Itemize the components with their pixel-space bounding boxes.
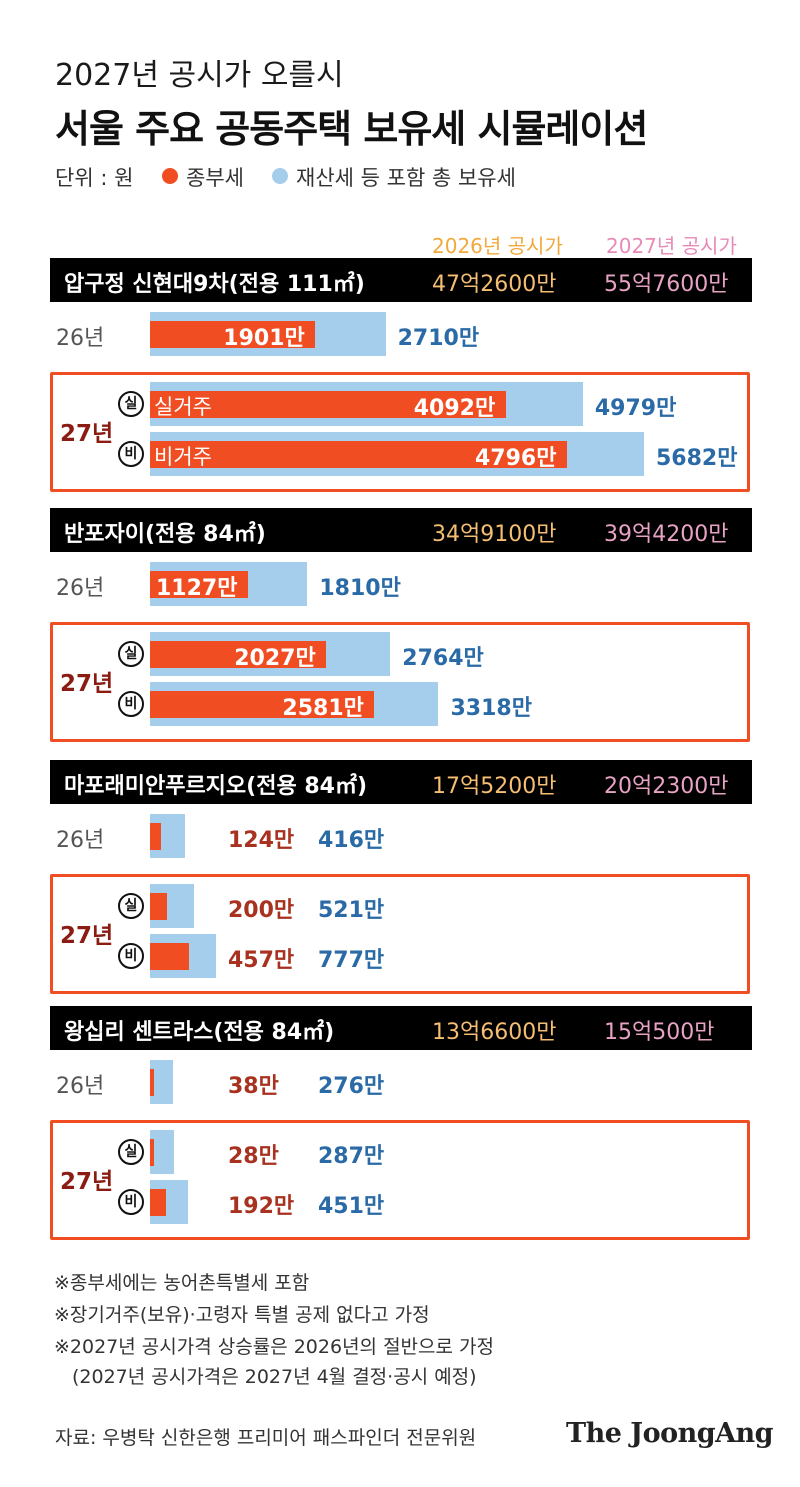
property-name: 반포자이(전용 84㎡)	[64, 522, 266, 547]
bar-comp	[150, 570, 248, 598]
row-type-badge: 비	[118, 441, 144, 467]
bar-total	[150, 1060, 174, 1104]
bar-total-label: 2764만	[402, 646, 484, 671]
bar-comp	[150, 440, 567, 468]
bar-comp	[150, 1188, 167, 1216]
footnote: ※장기거주(보유)·고령자 특별 공제 없다고 가정	[54, 1304, 430, 1326]
footnote: ※종부세에는 농어촌특별세 포함	[54, 1272, 310, 1294]
bar-total-label: 416만	[318, 828, 385, 853]
property-name: 왕십리 센트라스(전용 84㎡)	[64, 1020, 335, 1045]
bar-comp-label: 457만	[228, 948, 295, 973]
property-header-bar	[50, 1006, 752, 1050]
bar-total-label: 5682만	[656, 446, 738, 471]
price-2027: 15억500만	[604, 1020, 715, 1045]
source-credit: 자료: 우병탁 신한은행 프리미어 패스파인더 전문위원	[55, 1427, 477, 1449]
legend-label-total: 재산세 등 포함 총 보유세	[296, 166, 516, 190]
row-type-badge: 비	[118, 1189, 144, 1215]
property-name: 마포래미안푸르지오(전용 84㎡)	[64, 774, 368, 799]
bar-total-label: 1810만	[319, 576, 401, 601]
column-header-2026: 2026년 공시가	[432, 234, 563, 258]
bar-comp	[150, 892, 167, 920]
bar-total-label: 3318만	[450, 696, 532, 721]
bar-comp	[150, 942, 189, 970]
price-2027: 20억2300만	[604, 774, 729, 799]
row-type-badge: 실	[118, 893, 144, 919]
property-header-bar	[50, 508, 752, 552]
bar-comp-label: 2027만	[234, 646, 316, 671]
footnote: ※2027년 공시가격 상승률은 2026년의 절반으로 가정	[54, 1336, 494, 1358]
legend-label-comp: 종부세	[186, 166, 244, 190]
row-type-badge: 실	[118, 1139, 144, 1165]
bar-comp	[150, 320, 316, 348]
bar-comp	[150, 1068, 154, 1096]
bar-total-label: 451만	[318, 1194, 385, 1219]
bar-total	[150, 1130, 175, 1174]
bar-total-label: 777만	[318, 948, 385, 973]
year-2027-box	[50, 874, 750, 994]
bar-total-label: 287만	[318, 1144, 385, 1169]
bar-comp-label: 1127만	[155, 576, 238, 601]
bar-comp-label: 1901만	[223, 326, 305, 351]
property-name: 압구정 신현대9차(전용 111㎡)	[64, 272, 365, 297]
bar-comp-label: 38만	[228, 1074, 279, 1099]
row-year-label: 27년	[60, 1169, 114, 1195]
chart-title: 서울 주요 공동주택 보유세 시뮬레이션	[55, 107, 648, 151]
bar-comp-label: 2581만	[282, 696, 364, 721]
year-2027-box	[50, 372, 750, 492]
row-year-label: 27년	[60, 421, 114, 447]
footnote: (2027년 공시가격은 2027년 4월 결정·공시 예정)	[72, 1366, 477, 1388]
bar-comp	[150, 690, 375, 718]
row-type-badge: 실	[118, 641, 144, 667]
legend-swatch-total	[272, 168, 288, 184]
row-tag-label: 비거주	[154, 445, 212, 469]
bar-comp	[150, 390, 506, 418]
chart-subtitle: 2027년 공시가 오를시	[55, 58, 344, 93]
bar-total-label: 2710만	[397, 326, 480, 351]
row-year-label: 27년	[60, 671, 114, 697]
row-year-label: 27년	[60, 923, 114, 949]
bar-comp-label: 4092만	[413, 396, 496, 421]
bar-comp-label: 192만	[228, 1194, 295, 1219]
price-2026: 17억5200만	[432, 774, 557, 799]
row-year-label: 26년	[56, 576, 105, 601]
row-year-label: 26년	[56, 1074, 105, 1099]
bar-comp-label: 28만	[228, 1144, 279, 1169]
column-header-2027: 2027년 공시가	[606, 234, 737, 258]
price-2027: 39억4200만	[604, 522, 729, 547]
bar-comp-label: 4796만	[474, 446, 557, 471]
bar-comp	[150, 822, 161, 850]
property-header-bar	[50, 258, 752, 302]
row-type-badge: 실	[118, 391, 144, 417]
row-tag-label: 실거주	[154, 395, 212, 419]
year-2027-box	[50, 622, 750, 742]
row-type-badge: 비	[118, 691, 144, 717]
row-type-badge: 비	[118, 943, 144, 969]
row-year-label: 26년	[56, 828, 105, 853]
price-2026: 47억2600만	[432, 272, 557, 297]
year-2027-box	[50, 1120, 750, 1240]
bar-comp-label: 124만	[228, 828, 295, 853]
price-2026: 34억9100만	[432, 522, 557, 547]
property-header-bar	[50, 760, 752, 804]
bar-comp	[150, 640, 327, 668]
bar-comp	[150, 1138, 154, 1166]
brand-logo: The JoongAng	[566, 1418, 774, 1449]
price-2027: 55억7600만	[604, 272, 729, 297]
legend-swatch-comp	[162, 168, 178, 184]
bar-total-label: 521만	[318, 898, 385, 923]
row-year-label: 26년	[56, 326, 105, 351]
bar-total-label: 4979만	[594, 396, 677, 421]
bar-total-label: 276만	[318, 1074, 385, 1099]
price-2026: 13억6600만	[432, 1020, 557, 1045]
unit-label: 단위 : 원	[55, 166, 134, 190]
bar-comp-label: 200만	[228, 898, 295, 923]
